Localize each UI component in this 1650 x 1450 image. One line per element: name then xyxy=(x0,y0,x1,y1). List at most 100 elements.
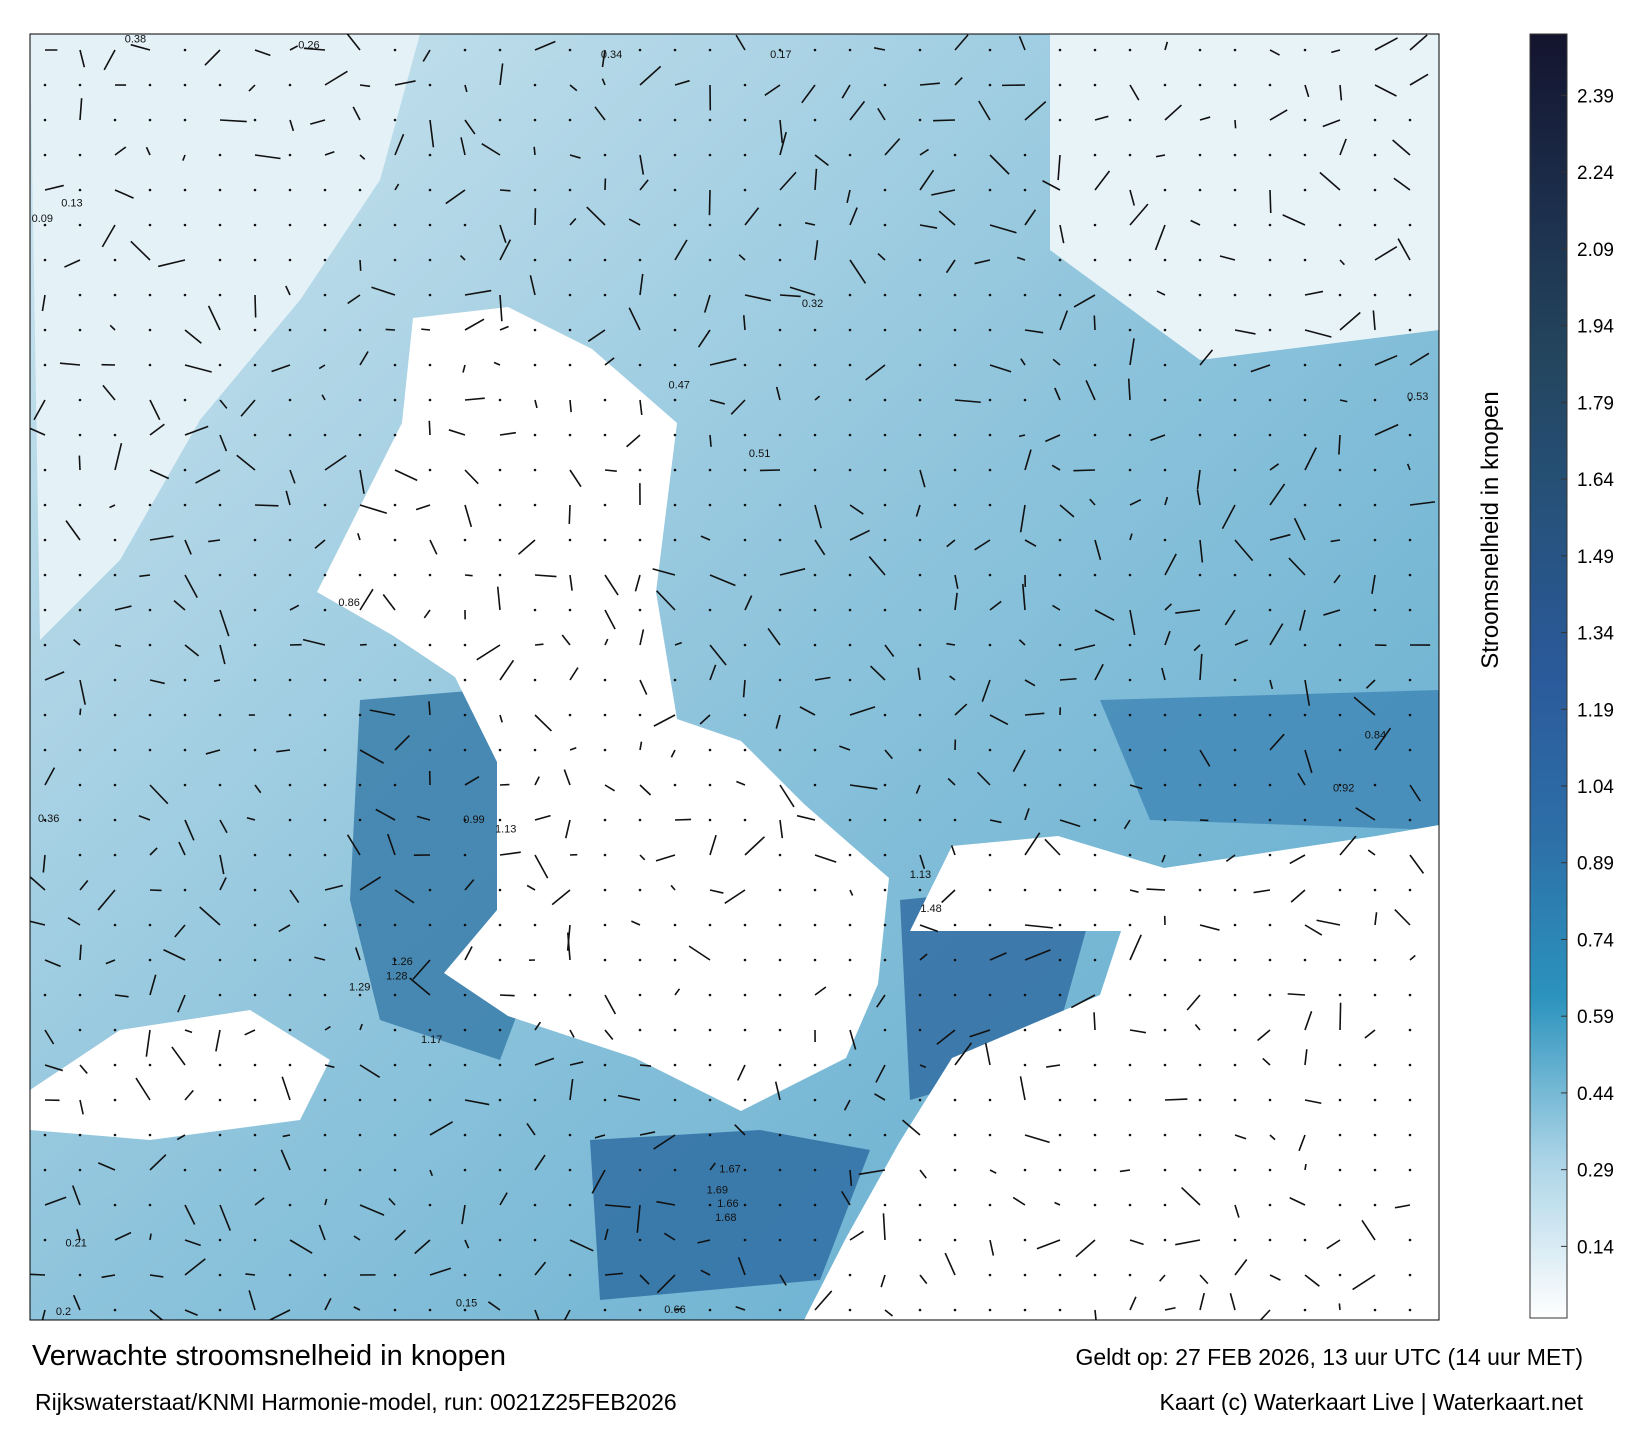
arrow xyxy=(1282,214,1306,226)
arrow xyxy=(412,959,431,980)
dot xyxy=(1373,888,1377,892)
dot xyxy=(1093,1063,1097,1067)
dot xyxy=(43,153,47,157)
arrow xyxy=(1059,224,1065,244)
dot xyxy=(743,993,747,997)
arrow xyxy=(1044,838,1061,856)
dot xyxy=(988,993,992,997)
dot xyxy=(393,1028,397,1032)
dot xyxy=(148,363,152,367)
dot xyxy=(1093,1273,1097,1277)
arrow xyxy=(199,906,221,926)
arrow xyxy=(534,399,538,409)
arrow xyxy=(561,634,571,646)
dot xyxy=(253,748,257,752)
land xyxy=(30,1010,330,1140)
dot xyxy=(1338,643,1342,647)
dot xyxy=(288,538,292,542)
arrow xyxy=(735,1305,746,1311)
arrow xyxy=(30,1273,46,1276)
dot xyxy=(1198,398,1202,402)
arrow xyxy=(954,592,958,611)
arrow xyxy=(1225,854,1236,863)
arrow xyxy=(1024,808,1030,821)
dot xyxy=(1093,923,1097,927)
arrow xyxy=(79,49,86,68)
dot xyxy=(78,573,82,577)
dot xyxy=(1268,853,1272,857)
dot xyxy=(323,1273,327,1277)
speed-label: 0.17 xyxy=(770,49,791,61)
arrow xyxy=(849,889,854,896)
dot xyxy=(428,258,432,262)
dot xyxy=(1198,258,1202,262)
arrow xyxy=(744,595,753,611)
dot xyxy=(1128,993,1132,997)
dot xyxy=(253,923,257,927)
arrow xyxy=(1094,663,1104,681)
dot xyxy=(323,328,327,332)
dot xyxy=(813,1133,817,1137)
dot xyxy=(1338,468,1342,472)
dot xyxy=(1163,258,1167,262)
dot xyxy=(113,293,117,297)
arrow xyxy=(1262,1057,1271,1066)
arrow xyxy=(1024,329,1044,334)
dot xyxy=(253,258,257,262)
arrow xyxy=(1164,603,1173,611)
map-frame xyxy=(29,33,1440,1321)
arrow xyxy=(1024,924,1053,929)
arrow xyxy=(841,1190,851,1206)
dot xyxy=(778,853,782,857)
arrow xyxy=(744,207,760,226)
arrow xyxy=(139,574,151,578)
dot xyxy=(743,818,747,822)
dot xyxy=(1268,818,1272,822)
dot xyxy=(358,188,362,192)
arrow xyxy=(464,1099,490,1106)
dot xyxy=(533,1238,537,1242)
arrow xyxy=(989,364,1012,373)
arrow xyxy=(873,47,886,51)
speed-label: 1.68 xyxy=(715,1212,736,1224)
dot xyxy=(113,748,117,752)
dot xyxy=(1128,118,1132,122)
arrow xyxy=(236,454,256,471)
dot xyxy=(323,993,327,997)
dot xyxy=(393,573,397,577)
arrow xyxy=(464,397,485,401)
dot xyxy=(1303,958,1307,962)
arrow xyxy=(1298,1134,1306,1152)
dot xyxy=(113,118,117,122)
dot xyxy=(1128,468,1132,472)
arrow xyxy=(730,399,746,415)
arrow xyxy=(594,1134,606,1139)
dot xyxy=(1163,958,1167,962)
arrow xyxy=(1304,1010,1313,1031)
arrow xyxy=(1374,912,1378,926)
dot xyxy=(113,1203,117,1207)
dot xyxy=(1163,783,1167,787)
arrow xyxy=(1036,1239,1061,1250)
dot xyxy=(708,1308,712,1312)
dot xyxy=(953,503,957,507)
dot xyxy=(1268,573,1272,577)
dot xyxy=(358,328,362,332)
arrow xyxy=(254,784,262,794)
dot xyxy=(673,923,677,927)
arrow xyxy=(1024,449,1032,471)
arrow xyxy=(422,49,431,62)
dot xyxy=(1163,748,1167,752)
dot xyxy=(603,433,607,437)
dot xyxy=(953,993,957,997)
dot xyxy=(848,363,852,367)
dot xyxy=(1233,678,1237,682)
dot xyxy=(883,188,887,192)
dot xyxy=(498,1133,502,1137)
arrow xyxy=(1339,399,1348,403)
dot xyxy=(393,1273,397,1277)
dot xyxy=(393,223,397,227)
arrow xyxy=(1089,498,1096,506)
dot xyxy=(253,993,257,997)
dot xyxy=(253,1098,257,1102)
